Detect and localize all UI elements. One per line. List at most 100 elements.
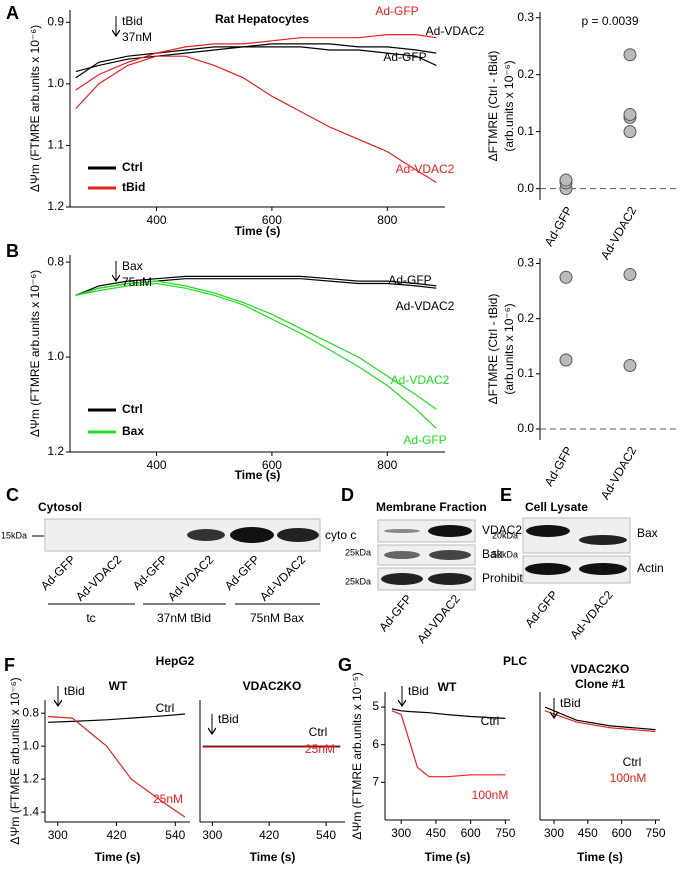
blot-title: Cytosol bbox=[38, 500, 82, 514]
marker-label: 15kDa bbox=[1, 530, 27, 540]
x-axis-label: Time (s) bbox=[235, 224, 281, 238]
annotation: tBid bbox=[218, 712, 239, 726]
panel-label: F bbox=[4, 655, 15, 675]
blot-membrane bbox=[377, 544, 476, 566]
x-axis-label: Time (s) bbox=[95, 850, 141, 864]
x-tick-label: 450 bbox=[426, 826, 446, 840]
band bbox=[230, 527, 274, 543]
series-label: 100nM bbox=[472, 788, 509, 802]
group-title: HepG2 bbox=[156, 654, 195, 668]
band bbox=[526, 525, 570, 537]
x-tick-label: Ad-VDAC2 bbox=[598, 444, 640, 502]
y-axis-label: ΔΨm (FTMRE arb.units x 10⁻⁵) bbox=[350, 672, 364, 839]
row-label: Prohibitin bbox=[482, 571, 532, 585]
x-tick-label: 300 bbox=[48, 828, 68, 842]
x-tick-label: 600 bbox=[262, 458, 282, 472]
annotation: tBid bbox=[408, 684, 429, 698]
lane-label: Ad-GFP bbox=[222, 552, 263, 593]
y-tick-label: 0.0 bbox=[517, 421, 534, 435]
x-tick-label: 750 bbox=[495, 826, 515, 840]
series-label: Ad-GFP bbox=[383, 50, 426, 64]
group-label: tc bbox=[86, 611, 95, 625]
chart-title: WT bbox=[438, 680, 457, 694]
series-line bbox=[75, 46, 437, 73]
data-point bbox=[559, 270, 573, 284]
series-label: Ad-GFP bbox=[403, 433, 446, 447]
y-tick-label: 1.2 bbox=[22, 771, 39, 785]
y-tick-label: 0.8 bbox=[47, 254, 64, 268]
panel-label: C bbox=[6, 485, 19, 505]
annotation: tBid bbox=[64, 684, 85, 698]
lane-label: Ad-VDAC2 bbox=[73, 552, 125, 604]
group-label: 37nM tBid bbox=[157, 611, 211, 625]
row-label: VDAC2 bbox=[482, 523, 522, 537]
series-label: Ad-VDAC2 bbox=[391, 373, 450, 387]
marker-label: 25kDa bbox=[345, 547, 371, 557]
y-tick-label: 1.1 bbox=[47, 138, 64, 152]
band bbox=[277, 528, 319, 542]
panel-label: B bbox=[6, 241, 19, 261]
band bbox=[428, 573, 472, 585]
band bbox=[384, 529, 420, 533]
y-tick-label: 1.2 bbox=[47, 444, 64, 458]
panel-label: D bbox=[341, 485, 354, 505]
marker-label: 25kDa bbox=[345, 576, 371, 586]
band bbox=[429, 550, 471, 560]
y-tick-label: 0.0 bbox=[517, 181, 534, 195]
data-point bbox=[559, 173, 573, 187]
series-line bbox=[75, 43, 437, 79]
panel-label: E bbox=[500, 485, 512, 505]
y-tick-label: 6 bbox=[372, 737, 379, 751]
chart-title: Clone #1 bbox=[575, 677, 625, 691]
y-axis-label: ΔFTMRE (Ctrl - tBid) bbox=[486, 51, 500, 162]
series-label: Ctrl bbox=[309, 725, 328, 739]
series-line bbox=[75, 280, 437, 410]
series-label: Ad-GFP bbox=[388, 273, 431, 287]
lane-label: Ad-VDAC2 bbox=[165, 552, 217, 604]
annotation: tBid bbox=[122, 14, 143, 28]
group-label: 75nM Bax bbox=[250, 611, 304, 625]
x-tick-label: Ad-VDAC2 bbox=[598, 204, 640, 262]
chart-title: WT bbox=[109, 679, 128, 693]
series-line bbox=[75, 55, 437, 183]
series-label: Ctrl bbox=[481, 714, 500, 728]
y-tick-label: 0.1 bbox=[517, 366, 534, 380]
series-label: Ad-VDAC2 bbox=[396, 299, 455, 313]
y-tick-label: 0.2 bbox=[517, 67, 534, 81]
series-line bbox=[75, 282, 437, 429]
lane-label: Ad-VDAC2 bbox=[567, 588, 616, 642]
y-tick-label: 1.2 bbox=[47, 199, 64, 213]
lane-label: Ad-GFP bbox=[38, 552, 79, 593]
x-tick-label: 600 bbox=[461, 826, 481, 840]
series-line bbox=[544, 710, 656, 733]
y-axis-label: ΔΨm (FTMRE arb.units x 10⁻⁶) bbox=[8, 677, 22, 844]
y-axis-label: ΔΨm (FTMRE arb.units x 10⁻⁶) bbox=[28, 270, 42, 437]
lane-label: Ad-GFP bbox=[376, 592, 415, 634]
band bbox=[187, 529, 225, 541]
blot-title: Membrane Fraction bbox=[376, 500, 487, 514]
band bbox=[579, 535, 627, 545]
series-label: 100nM bbox=[610, 771, 647, 785]
x-tick-label: Ad-GFP bbox=[542, 204, 576, 249]
blot-c: C Cytosol 15kDa cyto c Ad-GFP Ad-VDAC2 A… bbox=[1, 485, 356, 625]
x-tick-label: 300 bbox=[391, 826, 411, 840]
series-line bbox=[75, 275, 437, 296]
row-label: Actin bbox=[637, 561, 664, 575]
x-tick-label: 800 bbox=[377, 213, 397, 227]
x-tick-label: 540 bbox=[165, 828, 185, 842]
blot-d: D Membrane Fraction VDAC2 Bak Prohibitin… bbox=[341, 485, 532, 646]
annotation: tBid bbox=[560, 696, 581, 710]
y-tick-label: 0.3 bbox=[517, 10, 534, 24]
x-tick-label: 540 bbox=[316, 828, 336, 842]
annotation: p = 0.0039 bbox=[581, 14, 638, 28]
data-point bbox=[623, 108, 637, 122]
x-axis-label: Time (s) bbox=[235, 468, 281, 482]
series-label: Ad-VDAC2 bbox=[426, 24, 485, 38]
series-label: Ctrl bbox=[156, 701, 175, 715]
y-tick-label: 0.1 bbox=[517, 124, 534, 138]
blot-membrane bbox=[44, 518, 321, 552]
y-tick-label: 5 bbox=[372, 699, 379, 713]
panel-label: G bbox=[338, 655, 352, 675]
y-tick-label: 1.0 bbox=[22, 738, 39, 752]
